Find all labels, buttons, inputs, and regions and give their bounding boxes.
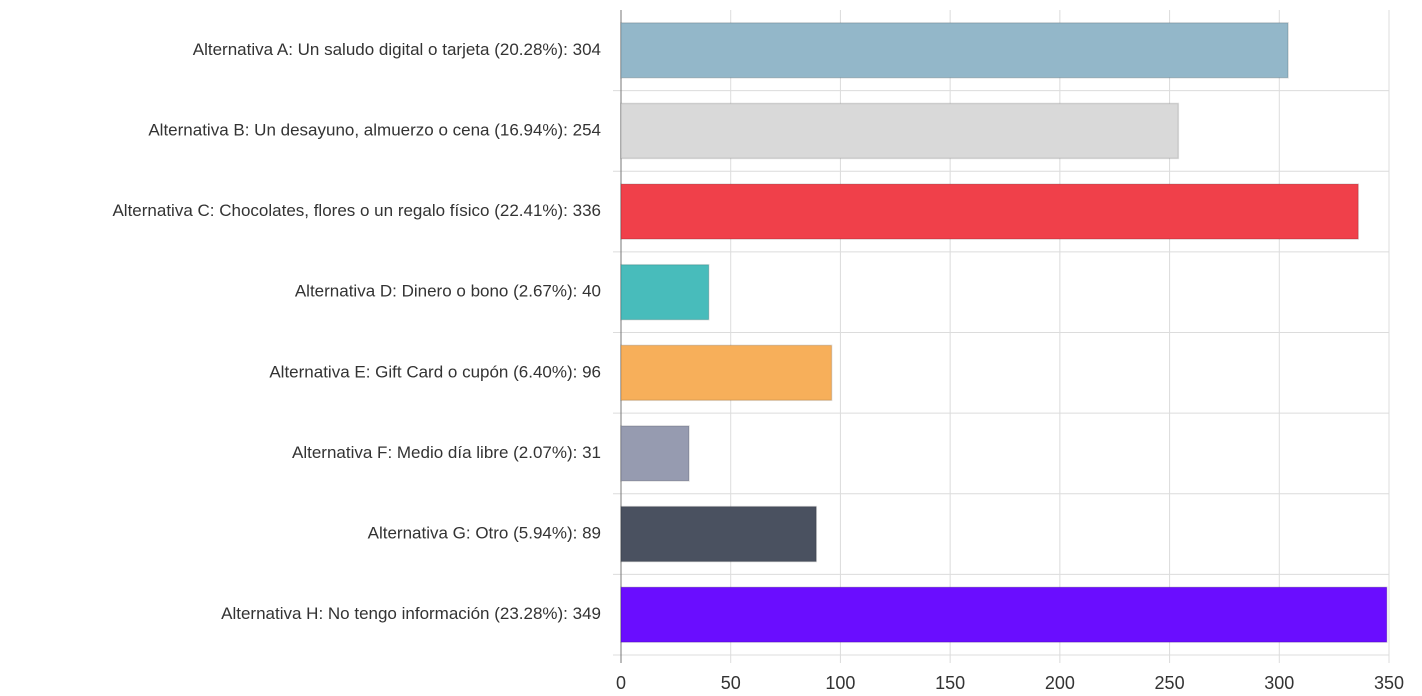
x-tick-label: 0	[616, 673, 626, 693]
x-tick-label: 250	[1155, 673, 1185, 693]
bar	[620, 263, 710, 321]
bar	[620, 22, 1289, 79]
bar	[620, 505, 818, 563]
y-tick-label: Alternativa F: Medio día libre (2.07%): …	[292, 443, 601, 462]
bar	[620, 425, 690, 482]
x-tick-label: 50	[721, 673, 741, 693]
x-tick-label: 300	[1264, 673, 1294, 693]
y-tick-label: Alternativa C: Chocolates, flores o un r…	[112, 201, 601, 220]
y-tick-label: Alternativa G: Otro (5.94%): 89	[368, 524, 601, 543]
bar	[620, 344, 833, 402]
x-tick-label: 100	[825, 673, 855, 693]
x-tick-label: 350	[1374, 673, 1404, 693]
y-tick-label: Alternativa A: Un saludo digital o tarje…	[193, 40, 601, 59]
y-tick-label: Alternativa H: No tengo información (23.…	[221, 604, 601, 623]
bar	[620, 102, 1180, 160]
bar	[620, 183, 1360, 240]
x-tick-label: 150	[935, 673, 965, 693]
x-tick-label: 200	[1045, 673, 1075, 693]
y-tick-label: Alternativa B: Un desayuno, almuerzo o c…	[148, 120, 601, 139]
y-tick-label: Alternativa D: Dinero o bono (2.67%): 40	[295, 282, 601, 301]
bar	[620, 586, 1388, 643]
y-tick-label: Alternativa E: Gift Card o cupón (6.40%)…	[269, 362, 601, 381]
